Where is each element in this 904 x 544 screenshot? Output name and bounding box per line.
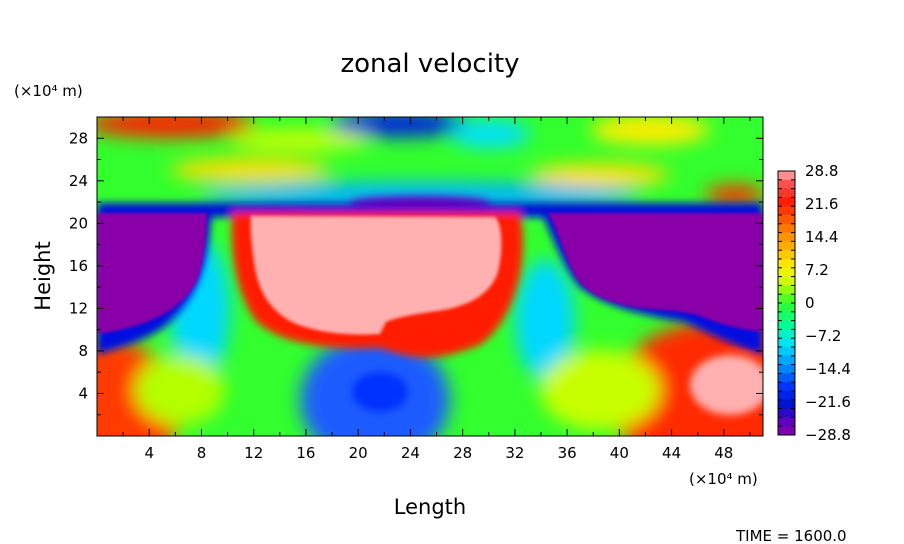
colorbar-label: −7.2	[805, 327, 841, 345]
negative-core-east	[548, 213, 763, 332]
colorbar-label: 0	[805, 294, 815, 312]
x-tick-label: 16	[296, 444, 315, 462]
colorbar-band	[778, 259, 795, 269]
x-axis: 4 8 12 16 20 24 28 32 36 40 44 48	[122, 117, 751, 462]
x-tick-label: 40	[610, 444, 629, 462]
colorbar-band	[778, 250, 795, 260]
colorbar-band	[778, 338, 795, 348]
colorbar-band	[778, 355, 795, 366]
colorbar-label: −21.6	[805, 393, 851, 411]
colorbar-band	[778, 232, 795, 242]
colorbar-band	[778, 311, 795, 322]
colorbar-band	[778, 241, 795, 251]
time-annotation: TIME = 1600.0	[735, 527, 847, 544]
x-tick-label: 20	[349, 444, 368, 462]
colorbar-band	[778, 417, 795, 427]
y-axis-unit-label: (×10⁴ m)	[14, 82, 83, 100]
colorbar-band	[778, 223, 795, 234]
x-tick-label: 36	[558, 444, 577, 462]
y-tick-label: 4	[78, 384, 88, 402]
x-tick-label: 44	[662, 444, 681, 462]
x-tick-label: 28	[453, 444, 472, 462]
colorbar-band	[778, 426, 795, 436]
colorbar-label: 28.8	[805, 162, 838, 180]
x-axis-label: Length	[394, 495, 466, 519]
colorbar-label: 21.6	[805, 195, 838, 213]
x-axis-unit-label: (×10⁴ m)	[689, 470, 758, 488]
y-axis: 4 8 12 16 20 24 28	[69, 129, 763, 416]
y-tick-label: 12	[69, 299, 88, 317]
x-tick-label: 32	[505, 444, 524, 462]
colorbar-band	[778, 347, 795, 357]
colorbar-band	[778, 303, 795, 313]
negative-core-west	[97, 213, 207, 334]
colorbar-band	[778, 188, 795, 198]
colorbar: 28.8 21.6 14.4 7.2 0 −7.2 −14.4 −21.6 −28.8	[777, 162, 851, 444]
colorbar-band	[778, 329, 795, 339]
colorbar-label: 14.4	[805, 228, 838, 246]
colorbar-band	[778, 285, 795, 295]
colorbar-band	[778, 294, 795, 304]
x-tick-label: 4	[144, 444, 154, 462]
colorbar-band	[778, 267, 795, 278]
x-tick-label: 48	[714, 444, 733, 462]
colorbar-band	[778, 320, 795, 330]
y-axis-label: Height	[31, 241, 55, 310]
chart-title: zonal velocity	[340, 49, 519, 79]
colorbar-band	[778, 382, 795, 392]
colorbar-band	[778, 206, 795, 216]
y-tick-label: 24	[69, 172, 88, 190]
x-tick-label: 12	[244, 444, 263, 462]
y-tick-label: 8	[78, 342, 88, 360]
x-tick-label: 24	[401, 444, 420, 462]
colorbar-band	[778, 276, 795, 286]
colorbar-band	[778, 215, 795, 225]
colorbar-label: −28.8	[805, 426, 851, 444]
colorbar-band	[778, 408, 795, 418]
positive-core	[250, 216, 502, 335]
colorbar-band	[778, 399, 795, 410]
y-tick-label: 28	[69, 129, 88, 147]
y-tick-label: 16	[69, 257, 88, 275]
colorbar-band	[778, 373, 795, 383]
colorbar-band	[778, 364, 795, 374]
field-core-layer	[97, 213, 763, 335]
plot-frame	[96, 116, 764, 437]
colorbar-band	[778, 391, 795, 401]
colorbar-band	[778, 197, 795, 207]
heatmap-field	[97, 117, 763, 436]
colorbar-band	[778, 179, 795, 190]
colorbar-band	[778, 171, 795, 181]
colorbar-label: 7.2	[805, 261, 829, 279]
colorbar-label: −14.4	[805, 360, 851, 378]
y-tick-label: 20	[69, 214, 88, 232]
x-tick-label: 8	[197, 444, 207, 462]
